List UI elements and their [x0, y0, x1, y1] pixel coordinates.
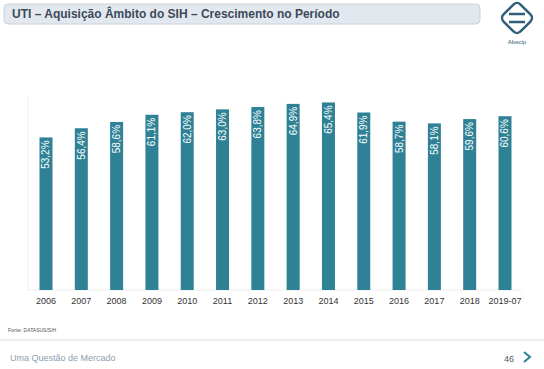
x-axis-line — [28, 290, 522, 291]
bar — [322, 102, 335, 290]
y-axis-line — [28, 95, 29, 290]
bar — [145, 115, 158, 290]
page: UTI – Aquisição Âmbito do SIH – Crescime… — [0, 0, 544, 369]
x-tick-label: 2013 — [283, 296, 303, 306]
data-label: 60,6% — [500, 119, 511, 147]
data-label: 58,1% — [429, 126, 440, 154]
x-tick-label: 2008 — [107, 296, 127, 306]
bar — [216, 109, 229, 290]
data-label: 62,0% — [182, 115, 193, 143]
logo: Abecip — [500, 1, 534, 45]
bar — [75, 128, 88, 290]
data-label: 64,9% — [288, 107, 299, 135]
bar — [357, 112, 370, 290]
x-tick-label: 2012 — [248, 296, 268, 306]
x-tick-label: 2009 — [142, 296, 162, 306]
footer-text: Uma Questão de Mercado — [10, 353, 116, 363]
data-label: 63,0% — [217, 112, 228, 140]
page-number: 46 — [504, 354, 514, 364]
bar — [251, 107, 264, 290]
data-label: 65,4% — [323, 105, 334, 133]
labels: 53,2% 2006 56,4% 2007 58,6% 2008 61,1% 2009 62,0… — [36, 105, 522, 306]
bar — [287, 104, 300, 290]
data-label: 56,4% — [76, 131, 87, 159]
title: UTI – Aquisição Âmbito do SIH – Crescime… — [12, 6, 340, 21]
x-tick-label: 2014 — [318, 296, 338, 306]
bar — [181, 112, 194, 290]
x-tick-label: 2019-07 — [488, 296, 521, 306]
data-label: 58,6% — [111, 125, 122, 153]
data-label: 63,8% — [252, 110, 263, 138]
title-band — [4, 4, 480, 24]
data-label: 58,7% — [394, 125, 405, 153]
data-label: 53,2% — [41, 140, 52, 168]
bars — [40, 102, 512, 290]
data-label: 59,6% — [464, 122, 475, 150]
logo-icon — [500, 1, 534, 35]
logo-text: Abecip — [508, 39, 527, 45]
chart: UTI – Aquisição Âmbito do SIH – Crescime… — [0, 0, 544, 369]
data-label: 61,1% — [146, 118, 157, 146]
bar — [463, 119, 476, 290]
footer-rule — [0, 340, 544, 341]
x-tick-label: 2007 — [71, 296, 91, 306]
data-label: 61,9% — [358, 115, 369, 143]
source: Fonte: DATASUS/SIH — [8, 327, 57, 333]
bar — [499, 116, 512, 290]
x-tick-label: 2018 — [460, 296, 480, 306]
x-tick-label: 2010 — [177, 296, 197, 306]
bar — [393, 122, 406, 290]
x-tick-label: 2011 — [213, 296, 232, 306]
bar — [428, 123, 441, 290]
x-tick-label: 2017 — [424, 296, 444, 306]
x-tick-label: 2006 — [36, 296, 56, 306]
next-arrow — [524, 352, 530, 362]
x-tick-label: 2015 — [354, 296, 374, 306]
x-tick-label: 2016 — [389, 296, 409, 306]
bar — [110, 122, 123, 290]
logo-icon — [509, 14, 525, 22]
bar — [40, 137, 53, 290]
